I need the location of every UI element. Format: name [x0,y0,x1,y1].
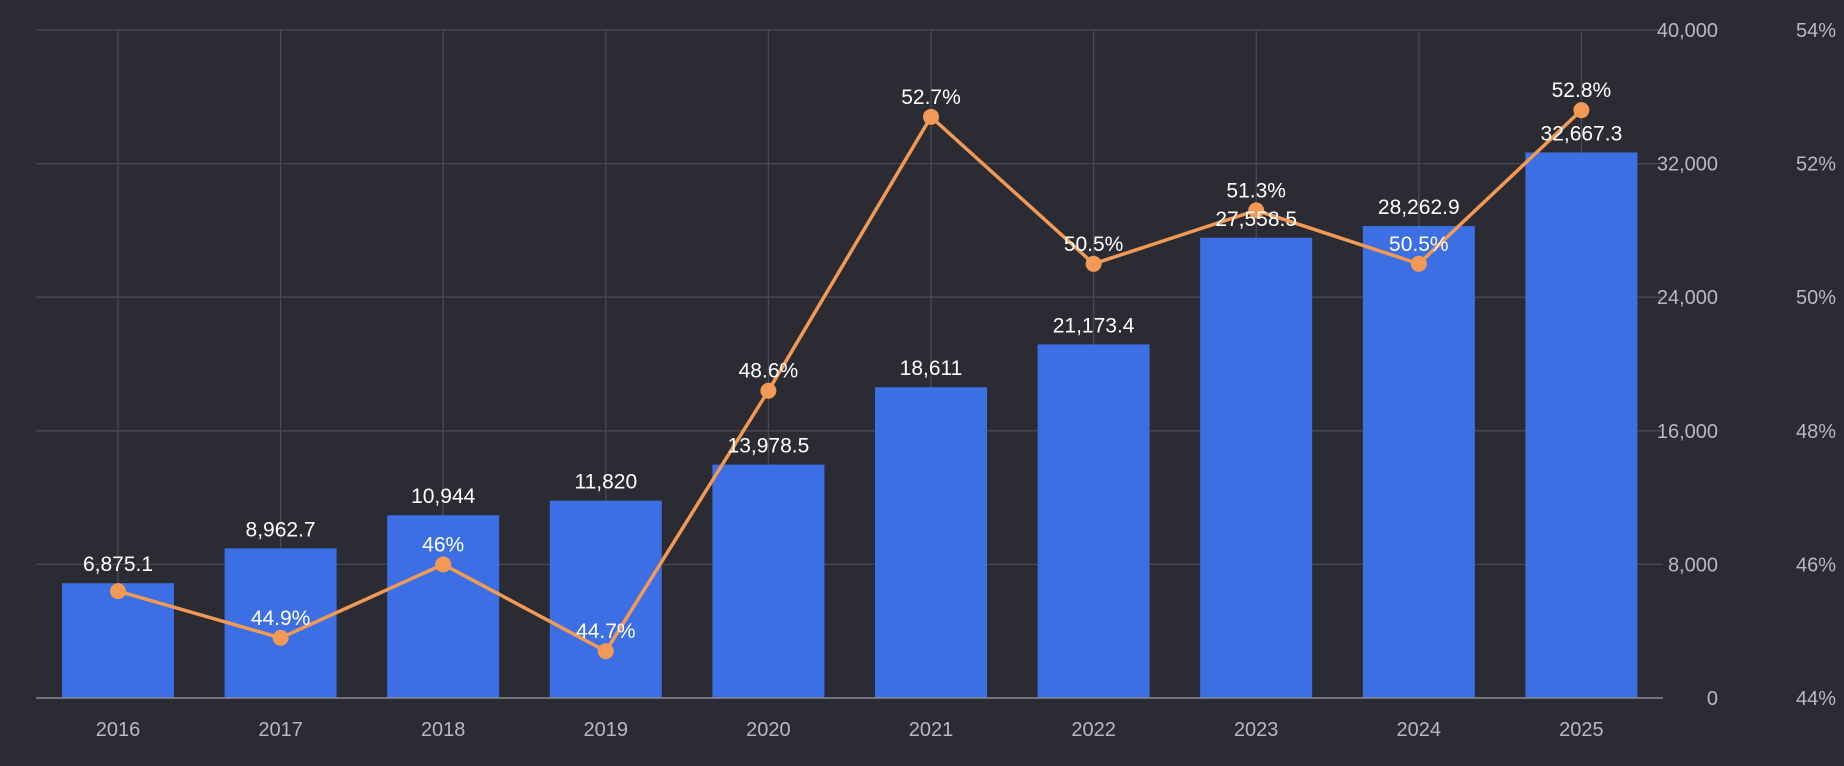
x-tick-label: 2016 [96,719,141,741]
x-tick-label: 2017 [258,719,303,741]
y-right-tick-label: 46% [1796,554,1836,576]
line-value-label: 52.8% [1552,79,1612,102]
bar-value-label: 6,875.1 [83,553,153,576]
bar-value-label: 11,820 [574,471,637,494]
line-point [1085,255,1102,272]
bar [712,464,825,698]
bar-value-label: 8,962.7 [246,518,316,541]
line-point [923,108,939,125]
y-left-tick-label: 40,000 [1657,20,1718,42]
line-point [1410,255,1427,272]
y-left-tick-label: 16,000 [1657,421,1718,443]
bar-value-label: 27,558.5 [1215,208,1297,231]
x-tick-label: 2025 [1559,719,1604,741]
bar-value-label: 13,978.5 [728,435,810,458]
bar-layer [62,152,1638,699]
line-value-label: 50.5% [1389,233,1449,256]
line-value-label: 46% [422,533,464,556]
bar [1200,237,1313,698]
line-point [1573,102,1590,119]
bar [1525,152,1638,699]
bar [62,583,174,698]
y-left-tick-label: 0 [1707,688,1718,710]
line-point [760,382,777,399]
y-left-tick-label: 8,000 [1668,554,1718,576]
y-right-tick-label: 44% [1796,688,1836,710]
x-tick-label: 2020 [746,719,791,741]
axis-layer: 0 8,000 16,000 24,000 32,000 40,000 44% 46% 48% 5… [36,20,1836,741]
line-value-label: 51.3% [1226,179,1286,202]
x-tick-label: 2021 [909,719,954,741]
line-point [110,583,126,600]
y-right-tick-label: 48% [1796,421,1836,443]
line-point [435,556,452,573]
label-layer: 6,875.1 8,962.7 10,944 11,820 13,978.5 18,611… [83,79,1622,643]
line-point [597,643,614,660]
line-value-label: 44.9% [251,607,311,630]
line-value-label: 48.6% [739,360,799,383]
x-tick-label: 2019 [584,719,629,741]
y-left-tick-label: 32,000 [1657,154,1718,176]
percent-line [117,108,1583,653]
bar [224,548,337,698]
line-layer [110,102,1590,660]
bar-value-label: 21,173.4 [1053,314,1135,337]
y-right-tick-label: 52% [1796,154,1836,176]
bar [387,515,500,698]
bar-value-label: 10,944 [411,485,476,508]
line-value-label: 44.7% [576,620,636,643]
bar [1037,344,1150,698]
y-right-tick-label: 54% [1796,20,1836,42]
bar-value-label: 28,262.9 [1378,196,1460,219]
bar [549,500,662,698]
bar [875,387,987,698]
x-tick-label: 2022 [1071,719,1116,741]
bar [1362,226,1475,698]
line-point [1248,202,1265,219]
line-value-label: 52.7% [901,86,961,109]
x-tick-label: 2018 [421,719,466,741]
line-point [272,629,289,646]
x-tick-label: 2023 [1234,719,1279,741]
line-value-label: 50.5% [1064,233,1124,256]
bar-value-label: 18,611 [900,357,963,380]
y-left-tick-label: 24,000 [1657,287,1718,309]
y-right-tick-label: 50% [1796,287,1836,309]
x-tick-label: 2024 [1397,719,1442,741]
bar-value-label: 32,667.3 [1541,122,1623,145]
